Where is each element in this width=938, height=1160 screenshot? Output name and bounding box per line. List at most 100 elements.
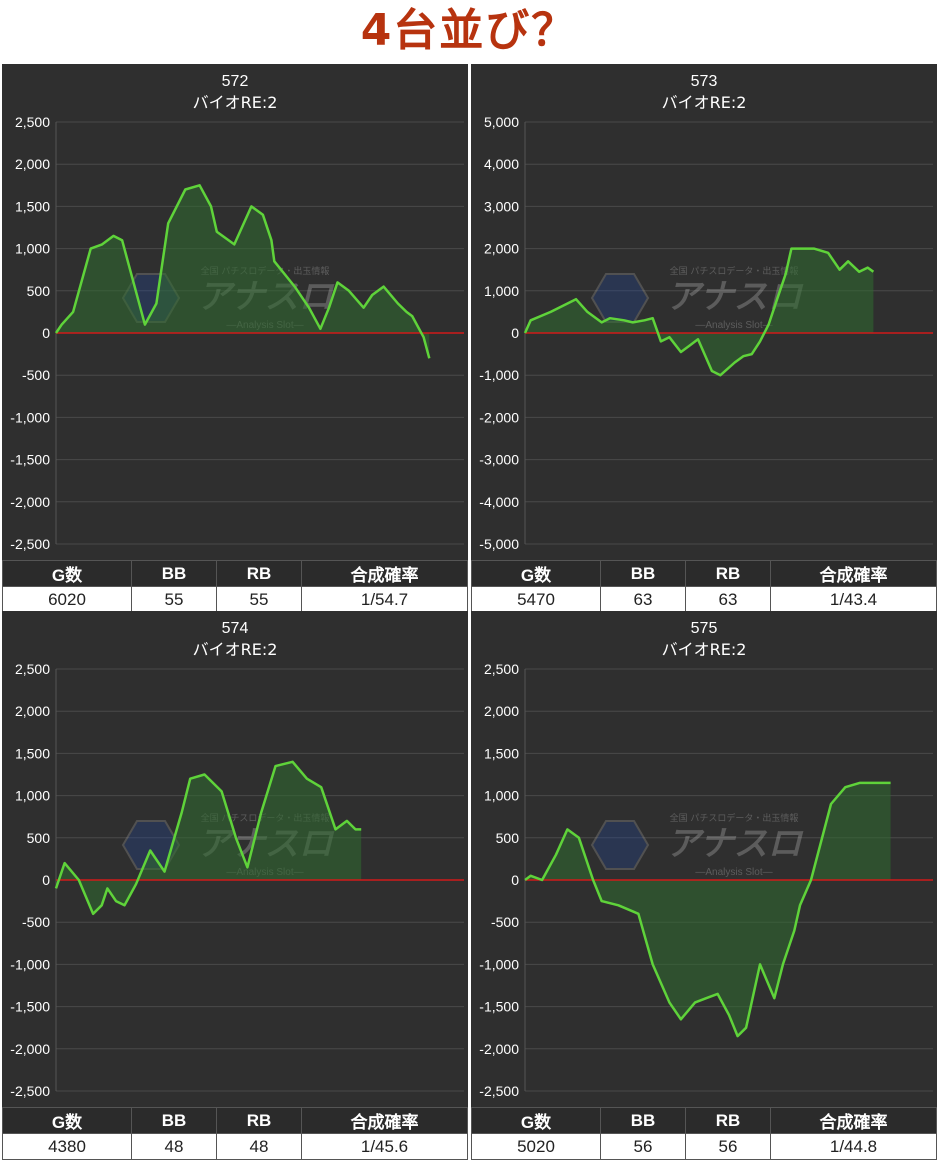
y-tick-label: 2,500 — [484, 661, 519, 677]
watermark-subtitle: —Analysis Slot— — [695, 320, 772, 331]
y-tick-label: 0 — [42, 872, 50, 888]
y-tick-label: -2,000 — [479, 409, 519, 425]
header-combined-prob: 合成確率 — [301, 1107, 468, 1134]
y-tick-label: 4,000 — [484, 156, 519, 172]
header-bb: BB — [131, 1107, 217, 1134]
value-games: 4380 — [2, 1133, 132, 1160]
value-combined-prob: 1/43.4 — [770, 586, 937, 613]
y-tick-label: 2,500 — [15, 661, 50, 677]
y-tick-label: -1,500 — [10, 452, 50, 468]
chart-subtitle: バイオRE:2 — [193, 640, 278, 659]
value-bb: 48 — [131, 1133, 217, 1160]
y-tick-label: 1,500 — [15, 198, 50, 214]
value-bb: 55 — [131, 586, 217, 613]
chart-panel-572: 572 バイオRE:2 2,500 2,000 1,500 1,000 500 0 -500 -1… — [2, 64, 468, 613]
value-bb: 56 — [600, 1133, 686, 1160]
y-tick-label: 500 — [496, 830, 520, 846]
chart-subtitle: バイオRE:2 — [662, 93, 747, 112]
y-tick-label: -1,500 — [10, 999, 50, 1015]
header-bb: BB — [600, 1107, 686, 1134]
header-rb: RB — [216, 1107, 302, 1134]
y-tick-label: 0 — [42, 325, 50, 341]
value-games: 6020 — [2, 586, 132, 613]
line-chart: 572 バイオRE:2 2,500 2,000 1,500 1,000 500 0 -500 -1… — [10, 73, 464, 552]
area-fill — [56, 761, 362, 914]
watermark-tag: 全国 パチスロデータ・出玉情報 — [670, 812, 799, 824]
chart-title: 573 — [691, 73, 718, 90]
header-games: G数 — [2, 1107, 132, 1134]
area-fill — [525, 782, 891, 1037]
y-tick-label: 5,000 — [484, 114, 519, 130]
watermark-tag: 全国 パチスロデータ・出玉情報 — [670, 265, 799, 277]
logo-hexagon-icon — [590, 273, 650, 323]
y-tick-label: -2,500 — [10, 536, 50, 552]
line-chart: 575 バイオRE:2 2,500 2,000 1,500 1,000 500 0 -500 -1… — [479, 620, 933, 1099]
chart-area: 573 バイオRE:2 5,000 4,000 3,000 2,000 1,000 0 -1,0… — [471, 64, 937, 560]
chart-area: 574 バイオRE:2 2,500 2,000 1,500 1,000 500 0 -500 -1… — [2, 611, 468, 1107]
stats-table: G数 BB RB 合成確率 5470 63 63 1/43.4 — [471, 560, 937, 613]
header-bb: BB — [131, 560, 217, 587]
chart-panel-573: 573 バイオRE:2 5,000 4,000 3,000 2,000 1,000 0 -1,0… — [471, 64, 937, 613]
value-rb: 63 — [685, 586, 771, 613]
header-rb: RB — [216, 560, 302, 587]
watermark-title: アナスロ — [666, 824, 803, 864]
series-line — [524, 781, 891, 1038]
chart-panel-574: 574 バイオRE:2 2,500 2,000 1,500 1,000 500 0 -500 -1… — [2, 611, 468, 1160]
value-combined-prob: 1/45.6 — [301, 1133, 468, 1160]
chart-title: 574 — [222, 620, 249, 637]
y-tick-label: -1,500 — [479, 999, 519, 1015]
y-tick-label: 1,500 — [15, 745, 50, 761]
y-tick-label: -5,000 — [479, 536, 519, 552]
y-tick-label: -2,000 — [10, 1041, 50, 1057]
y-tick-label: 2,000 — [484, 703, 519, 719]
watermark-subtitle: —Analysis Slot— — [695, 867, 772, 878]
value-games: 5020 — [471, 1133, 601, 1160]
header-combined-prob: 合成確率 — [770, 1107, 937, 1134]
y-tick-label: 3,000 — [484, 198, 519, 214]
line-chart: 573 バイオRE:2 5,000 4,000 3,000 2,000 1,000 0 -1,0… — [479, 73, 933, 552]
logo-hexagon-icon — [590, 820, 650, 870]
y-tick-label: -500 — [22, 914, 50, 930]
y-tick-label: -500 — [491, 914, 519, 930]
y-tick-label: 0 — [511, 325, 519, 341]
chart-title: 575 — [691, 620, 718, 637]
chart-subtitle: バイオRE:2 — [662, 640, 747, 659]
chart-subtitle: バイオRE:2 — [193, 93, 278, 112]
chart-area: 575 バイオRE:2 2,500 2,000 1,500 1,000 500 0 -500 -1… — [471, 611, 937, 1107]
y-tick-label: 1,000 — [15, 241, 50, 257]
header-rb: RB — [685, 1107, 771, 1134]
y-tick-label: -2,500 — [10, 1083, 50, 1099]
y-tick-label: 0 — [511, 872, 519, 888]
y-tick-label: 1,500 — [484, 745, 519, 761]
header-bb: BB — [600, 560, 686, 587]
series-line — [54, 184, 431, 359]
header-combined-prob: 合成確率 — [301, 560, 468, 587]
chart-area: 572 バイオRE:2 2,500 2,000 1,500 1,000 500 0 -500 -1… — [2, 64, 468, 560]
page-title: 4台並び？ — [360, 5, 578, 56]
y-tick-label: -3,000 — [479, 452, 519, 468]
header-games: G数 — [2, 560, 132, 587]
series-line — [523, 247, 875, 377]
stats-table: G数 BB RB 合成確率 4380 48 48 1/45.6 — [2, 1107, 468, 1160]
y-tick-label: -1,000 — [479, 956, 519, 972]
value-rb: 55 — [216, 586, 302, 613]
y-tick-label: 500 — [27, 830, 51, 846]
y-tick-label: 2,000 — [15, 703, 50, 719]
header-combined-prob: 合成確率 — [770, 560, 937, 587]
line-chart: 574 バイオRE:2 2,500 2,000 1,500 1,000 500 0 -500 -1… — [10, 620, 464, 1099]
y-tick-label: 1,000 — [484, 788, 519, 804]
value-bb: 63 — [600, 586, 686, 613]
header-games: G数 — [471, 560, 601, 587]
area-fill — [525, 248, 874, 376]
header-rb: RB — [685, 560, 771, 587]
header-games: G数 — [471, 1107, 601, 1134]
y-tick-label: -500 — [22, 367, 50, 383]
stats-table: G数 BB RB 合成確率 6020 55 55 1/54.7 — [2, 560, 468, 613]
y-tick-label: -1,000 — [479, 367, 519, 383]
y-tick-label: -2,000 — [479, 1041, 519, 1057]
series-line — [54, 760, 362, 916]
y-tick-label: 1,000 — [15, 788, 50, 804]
y-tick-label: -1,000 — [10, 409, 50, 425]
value-combined-prob: 1/54.7 — [301, 586, 468, 613]
